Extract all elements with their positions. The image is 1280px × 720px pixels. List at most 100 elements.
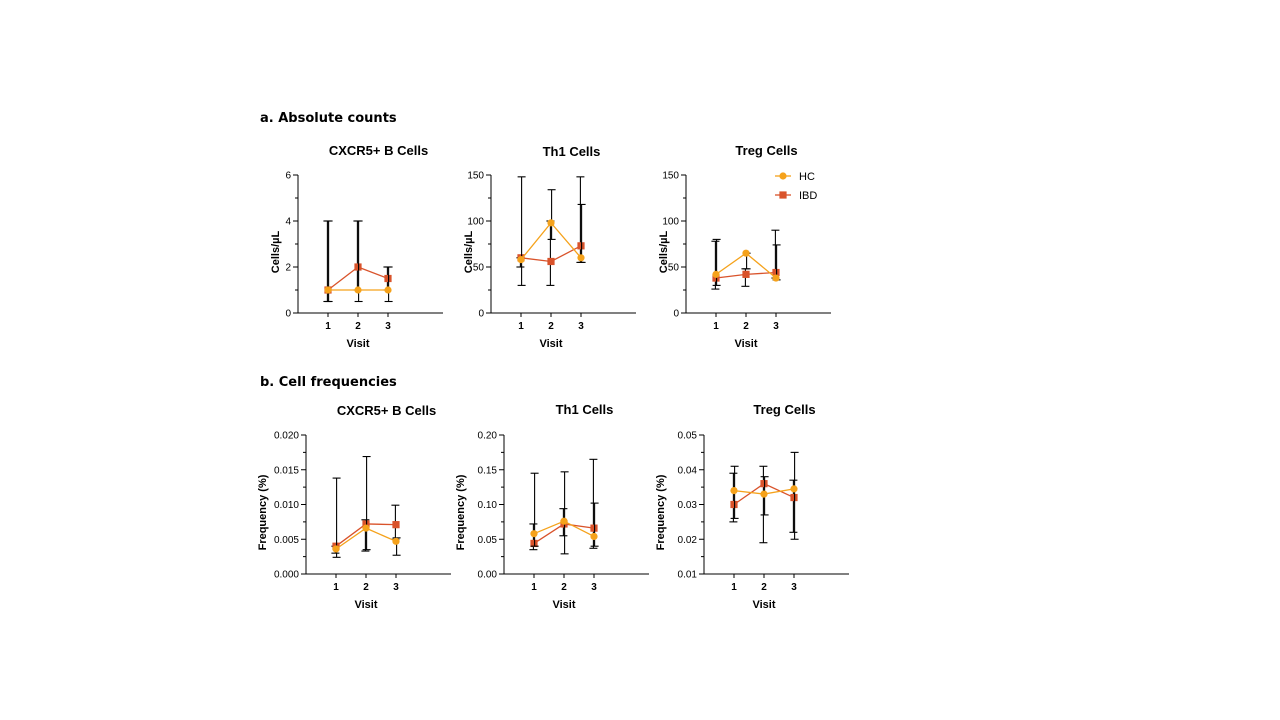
legend-label-hc: HC — [799, 171, 815, 183]
x-tick-label: 2 — [561, 582, 567, 593]
point-ibd — [790, 493, 798, 502]
point-ibd — [384, 274, 392, 283]
x-tick-label: 3 — [791, 582, 797, 593]
point-hc — [517, 256, 525, 264]
chart-panel-a-th1: Th1 Cells 0 50 100 150 1 2 3 Visit Cells/µL — [463, 144, 636, 350]
chart-title: CXCR5+ B Cells — [337, 403, 436, 418]
chart-title: Treg Cells — [735, 143, 797, 158]
point-hc — [530, 530, 538, 538]
y-tick-label: 0.005 — [274, 535, 299, 546]
point-hc — [324, 286, 332, 294]
legend-label-ibd: IBD — [799, 190, 817, 202]
y-axis-label: Frequency (%) — [655, 474, 667, 550]
point-ibd — [530, 539, 538, 548]
y-tick-label: 0 — [478, 309, 484, 320]
y-axis-label: Cells/µL — [658, 231, 670, 274]
point-hc — [392, 537, 400, 545]
chart-panel-b-b: CXCR5+ B Cells 0.000 0.005 0.010 0.015 0.020 1… — [257, 403, 451, 611]
y-tick-label: 100 — [467, 217, 484, 228]
x-tick-label: 1 — [325, 321, 331, 332]
point-ibd — [760, 480, 768, 488]
y-tick-label: 6 — [285, 171, 291, 182]
point-ibd — [362, 520, 370, 528]
point-hc — [332, 545, 340, 553]
y-tick-label: 0.01 — [678, 570, 698, 581]
y-tick-label: 0.15 — [478, 465, 498, 476]
point-hc — [560, 517, 568, 525]
chart-panel-b-th1: Th1 Cells 0.00 0.05 0.10 0.15 0.20 1 2 3 Visit Fre… — [455, 402, 649, 611]
point-hc — [362, 524, 370, 532]
y-tick-label: 50 — [668, 263, 680, 274]
chart-title: Th1 Cells — [556, 402, 614, 417]
point-ibd — [742, 270, 750, 278]
x-axis-label: Visit — [552, 599, 575, 611]
y-tick-label: 0 — [673, 309, 679, 320]
y-axis-label: Frequency (%) — [257, 474, 269, 550]
point-ibd — [547, 257, 555, 266]
y-tick-label: 0.04 — [678, 465, 698, 476]
point-hc — [590, 532, 598, 541]
point-hc — [712, 270, 720, 278]
y-tick-label: 0.00 — [478, 570, 498, 581]
chart-title: CXCR5+ B Cells — [329, 143, 428, 158]
point-hc — [354, 286, 362, 294]
x-tick-label: 2 — [743, 321, 749, 332]
point-hc — [730, 487, 738, 495]
x-tick-label: 3 — [385, 321, 391, 332]
point-hc — [577, 254, 585, 262]
point-hc — [772, 274, 780, 282]
chart-title: Treg Cells — [753, 402, 815, 417]
y-tick-label: 0.02 — [678, 535, 698, 546]
x-tick-label: 3 — [773, 321, 779, 332]
legend-marker-hc — [779, 172, 787, 180]
point-hc — [760, 490, 768, 498]
x-tick-label: 1 — [531, 582, 537, 593]
chart-panel-a-treg: Treg Cells 0 50 100 150 1 2 3 Visit Cells/µL — [658, 143, 831, 350]
point-hc — [547, 219, 555, 227]
x-tick-label: 1 — [731, 582, 737, 593]
point-ibd — [590, 524, 598, 532]
x-axis-label: Visit — [734, 338, 757, 350]
point-ibd — [712, 274, 720, 282]
x-axis-label: Visit — [752, 599, 775, 611]
x-axis-label: Visit — [354, 599, 377, 611]
x-tick-label: 3 — [591, 582, 597, 593]
x-axis-label: Visit — [539, 338, 562, 350]
point-ibd — [354, 263, 362, 271]
y-tick-label: 0.05 — [678, 431, 698, 442]
section-b-label: b. Cell frequencies — [260, 375, 397, 390]
y-tick-label: 2 — [285, 263, 291, 274]
point-hc — [384, 286, 392, 294]
chart-panel-a-b: CXCR5+ B Cells 0 2 4 6 1 2 3 Visit Cells/µL — [270, 143, 443, 350]
y-tick-label: 0.05 — [478, 535, 498, 546]
x-tick-label: 2 — [548, 321, 554, 332]
chart-panel-b-treg: Treg Cells 0.01 0.02 0.03 0.04 0.05 1 2 3 Visit Fr… — [655, 402, 849, 611]
section-a-label: a. Absolute counts — [260, 111, 397, 126]
point-hc — [790, 485, 798, 493]
legend: HC IBD — [775, 171, 817, 202]
y-tick-label: 100 — [662, 217, 679, 228]
y-tick-label: 50 — [473, 263, 485, 274]
y-tick-label: 0.20 — [478, 431, 498, 442]
y-tick-label: 150 — [467, 171, 484, 182]
x-tick-label: 2 — [761, 582, 767, 593]
y-tick-label: 150 — [662, 171, 679, 182]
y-tick-label: 0.010 — [274, 500, 299, 511]
point-hc — [742, 249, 750, 257]
x-tick-label: 2 — [363, 582, 369, 593]
chart-title: Th1 Cells — [543, 144, 601, 159]
y-axis-label: Cells/µL — [463, 231, 475, 274]
legend-marker-ibd — [779, 191, 787, 199]
x-tick-label: 1 — [333, 582, 339, 593]
point-ibd — [772, 268, 780, 277]
y-tick-label: 0.015 — [274, 465, 299, 476]
y-tick-label: 0.000 — [274, 570, 299, 581]
point-ibd — [730, 500, 738, 509]
series-line-hc — [520, 221, 582, 261]
y-tick-label: 0.10 — [478, 500, 498, 511]
x-tick-label: 2 — [355, 321, 361, 332]
y-axis-label: Cells/µL — [270, 231, 282, 274]
x-tick-label: 1 — [713, 321, 719, 332]
x-axis-label: Visit — [346, 338, 369, 350]
